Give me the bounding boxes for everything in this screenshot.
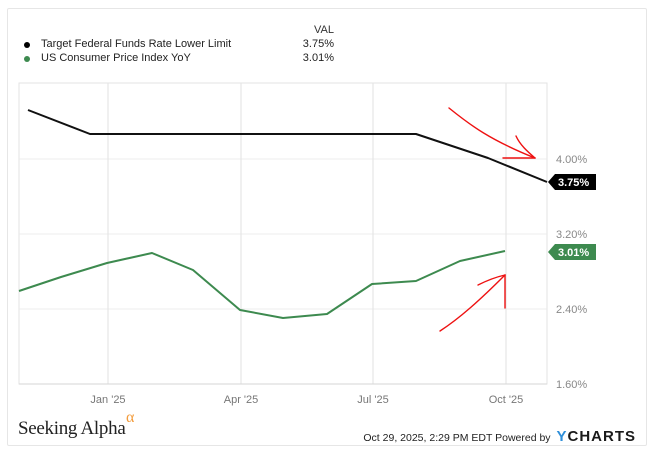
legend-label: Target Federal Funds Rate Lower Limit: [41, 38, 232, 50]
legend-value: 3.01%: [302, 52, 334, 64]
powered-by-label: Powered by: [495, 432, 551, 444]
series-dot-icon: [24, 56, 30, 62]
annotation-arrow-cpi: [439, 274, 506, 332]
legend-label: US Consumer Price Index YoY: [41, 52, 191, 64]
ycharts-logo[interactable]: YCHARTS: [556, 428, 636, 445]
chart-frame: [7, 8, 647, 446]
legend-item-fed-funds[interactable]: Target Federal Funds Rate Lower Limit 3.…: [22, 38, 342, 52]
horizontal-gridlines: [19, 158, 547, 310]
ycharts-wordmark: CHARTS: [567, 428, 636, 445]
x-tick-label: Oct '25: [489, 394, 524, 406]
brand-name: Seeking Alpha: [18, 418, 126, 439]
alpha-icon: α: [126, 409, 135, 426]
end-label-cpi: 3.01%: [548, 244, 596, 260]
timestamp: Oct 29, 2025, 2:29 PM EDT: [363, 432, 493, 444]
legend-value-header: VAL: [314, 24, 334, 36]
legend-item-cpi[interactable]: US Consumer Price Index YoY 3.01%: [22, 52, 342, 66]
x-tick-label: Jul '25: [357, 394, 388, 406]
ycharts-y-icon: Y: [556, 428, 568, 445]
y-tick-label: 4.00%: [556, 154, 587, 166]
series-line-fed-funds[interactable]: [27, 109, 548, 183]
seeking-alpha-logo: Seeking Alpha α: [18, 409, 134, 440]
svg-text:3.75%: 3.75%: [558, 177, 589, 189]
svg-text:3.01%: 3.01%: [558, 247, 589, 259]
y-tick-label: 3.20%: [556, 229, 587, 241]
x-tick-label: Apr '25: [224, 394, 259, 406]
footer-attribution: Oct 29, 2025, 2:29 PM EDT Powered by YCH…: [363, 428, 636, 445]
x-tick-label: Jan '25: [90, 394, 125, 406]
series-line-cpi[interactable]: [18, 250, 506, 319]
legend-value: 3.75%: [302, 38, 334, 50]
end-label-fed-funds: 3.75%: [548, 174, 596, 190]
y-tick-label: 2.40%: [556, 304, 587, 316]
y-tick-label: 1.60%: [556, 379, 587, 391]
series-dot-icon: [24, 42, 30, 48]
annotation-arrow-fed: [448, 107, 536, 159]
